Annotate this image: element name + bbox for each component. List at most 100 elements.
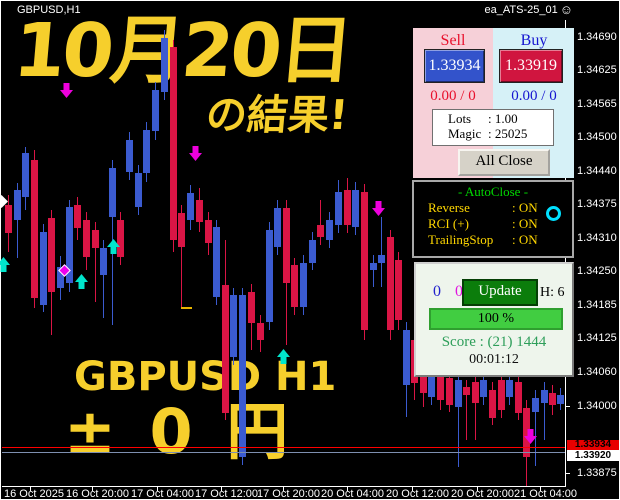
- candle-body: [152, 90, 159, 131]
- candle-body: [40, 232, 47, 305]
- candle-body: [222, 285, 229, 413]
- ask-price-box: 1.33934: [567, 440, 619, 450]
- candle-body: [523, 408, 530, 457]
- autoclose-panel: - AutoClose - Reverse : ON RCI (+) : ON …: [412, 180, 574, 258]
- update-button[interactable]: Update: [462, 279, 538, 306]
- price-axis-label: 1.34060: [577, 366, 617, 378]
- candle-body: [239, 295, 246, 457]
- reverse-value: : ON: [512, 200, 538, 215]
- candle-wick: [17, 183, 18, 258]
- candle-body: [109, 168, 116, 217]
- reverse-label: Reverse: [428, 200, 470, 215]
- price-axis-label: 1.34250: [577, 265, 617, 277]
- price-axis-label: 1.34125: [577, 332, 617, 344]
- candle-body: [205, 220, 212, 243]
- autoclose-row-reverse: Reverse : ON: [414, 200, 572, 216]
- candle-body: [395, 260, 402, 320]
- overlay-profit-text: ± 0 円: [64, 395, 295, 468]
- trailingstop-label: TrailingStop: [428, 232, 494, 247]
- candle-body: [455, 380, 462, 407]
- candle-body: [541, 390, 548, 403]
- score-label: Score : (21) 1444: [441, 334, 547, 350]
- candle-body: [117, 220, 124, 257]
- candle-body: [66, 207, 73, 283]
- time-axis-label: 20 Oct 12:00: [386, 488, 449, 500]
- time-axis-tick: [477, 486, 478, 491]
- candle-body: [498, 380, 505, 410]
- buy-count: 0: [433, 283, 441, 300]
- candle-body: [361, 192, 368, 330]
- ea-name-text: ea_ATS-25_01: [484, 4, 558, 16]
- progress-bar: 100 %: [429, 308, 563, 330]
- price-axis-label: 1.34500: [577, 131, 617, 143]
- price-axis-label: 1.33875: [577, 467, 617, 479]
- trade-panel: Sell Buy 1.33934 1.33919 0.00 / 0 0.00 /…: [413, 28, 574, 178]
- candle-wick: [181, 205, 182, 308]
- candle-body: [291, 265, 298, 307]
- candle-body: [387, 237, 394, 330]
- sell-signal-arrow-down-icon: [60, 83, 73, 98]
- candle-body: [378, 255, 385, 263]
- candle-body: [326, 220, 333, 240]
- ea-name-label: ea_ATS-25_01 ☺: [484, 2, 573, 17]
- sell-price-button[interactable]: 1.33934: [424, 49, 485, 83]
- price-axis-label: 1.34625: [577, 64, 617, 76]
- sell-title: Sell: [440, 32, 466, 49]
- candle-body: [403, 330, 410, 385]
- sell-stats: 0.00 / 0: [430, 88, 476, 104]
- reverse-toggle-icon[interactable]: [546, 206, 561, 221]
- sell-count: 0: [455, 283, 463, 300]
- candle-body: [274, 208, 281, 247]
- candle-body: [230, 295, 237, 357]
- price-axis-label: 1.34440: [577, 165, 617, 177]
- candle-wick: [466, 380, 467, 440]
- overlay-symbol-text: GBPUSD H1: [74, 354, 337, 400]
- candle-body: [532, 398, 539, 412]
- candle-body: [463, 387, 470, 395]
- candle-body: [31, 160, 38, 298]
- candle-body: [489, 390, 496, 418]
- buy-signal-arrow-up-icon: [277, 349, 290, 364]
- timer-label: 00:01:12: [469, 352, 519, 367]
- ea-active-smiley-icon[interactable]: ☺: [559, 2, 573, 17]
- candle-body: [317, 225, 324, 237]
- candle-body: [437, 370, 444, 400]
- sell-signal-arrow-down-icon: [189, 146, 202, 161]
- candle-body: [283, 208, 290, 283]
- candle-body: [472, 382, 479, 403]
- buy-signal-arrow-up-icon: [0, 257, 10, 272]
- sell-signal-arrow-down-icon: [524, 429, 537, 444]
- buy-price-button[interactable]: 1.33919: [499, 49, 563, 83]
- time-axis-label: 21 Oct 04:00: [514, 488, 577, 500]
- time-axis-tick: [30, 486, 31, 491]
- time-axis-label: 17 Oct 12:00: [195, 488, 258, 500]
- time-axis-tick: [540, 486, 541, 491]
- candle-body: [480, 380, 487, 397]
- candle-body: [309, 240, 316, 263]
- candle-body: [370, 263, 377, 270]
- candle-body: [178, 213, 185, 247]
- buy-stats: 0.00 / 0: [511, 88, 557, 104]
- candle-body: [135, 173, 142, 207]
- buy-signal-arrow-up-icon: [75, 274, 88, 289]
- candle-wick: [373, 255, 374, 287]
- candle-body: [14, 190, 21, 220]
- candle-body: [515, 382, 522, 413]
- time-axis-label: 17 Oct 04:00: [131, 488, 194, 500]
- time-axis-line: [2, 486, 566, 487]
- sell-signal-arrow-down-icon: [372, 201, 385, 216]
- price-axis-label: 1.34185: [577, 299, 617, 311]
- candle-body: [92, 230, 99, 248]
- candle-body: [506, 380, 513, 397]
- lots-value: : 1.00: [488, 111, 518, 126]
- chart-symbol-label: GBPUSD,H1: [17, 4, 81, 16]
- price-axis-label: 1.34690: [577, 31, 617, 43]
- candle-body: [213, 227, 220, 297]
- candle-body: [22, 153, 29, 197]
- lots-label: Lots: [448, 111, 472, 126]
- candle-body: [83, 220, 90, 257]
- candle-body: [266, 230, 273, 322]
- all-close-button[interactable]: All Close: [458, 149, 550, 176]
- bid-price-box: 1.33920: [567, 450, 619, 461]
